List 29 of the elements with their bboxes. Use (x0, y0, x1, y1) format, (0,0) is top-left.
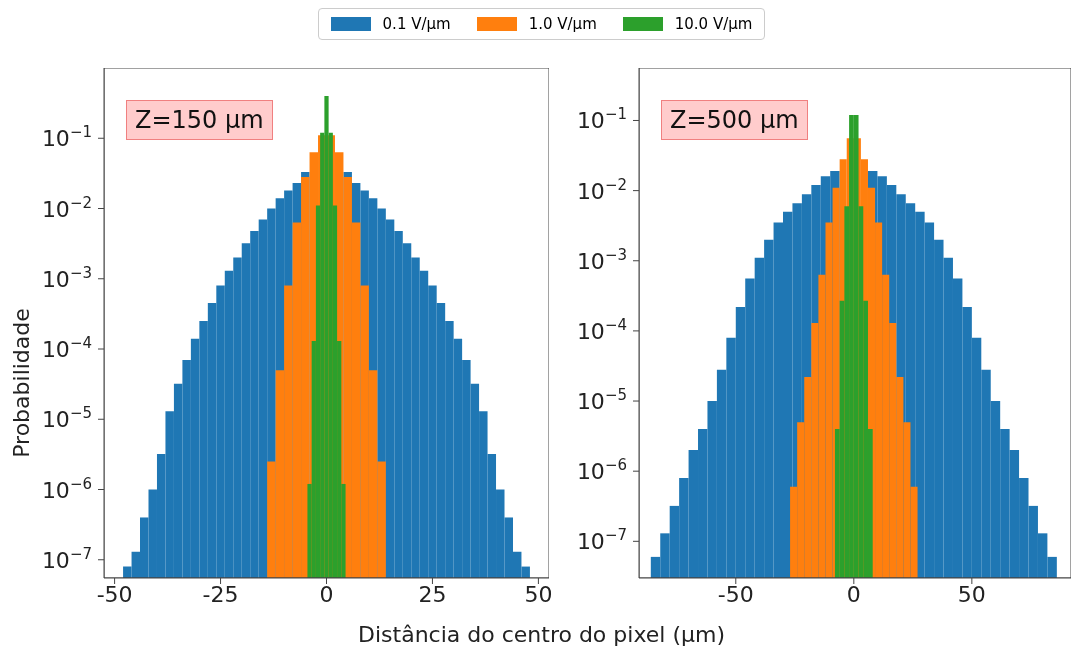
x-tick-label: -25 (202, 581, 239, 607)
x-tick-label: 50 (957, 581, 986, 607)
y-tick-label: 10$^{−4}$ (576, 315, 627, 344)
legend-label: 0.1 V/μm (382, 15, 451, 33)
y-tick-label: 10$^{−3}$ (576, 245, 627, 274)
y-tick-label: 10$^{−5}$ (41, 404, 92, 433)
x-tick-label: -50 (717, 581, 754, 607)
y-tick-label: 10$^{−4}$ (41, 334, 92, 363)
y-tick-label: 10$^{−7}$ (41, 544, 92, 573)
y-tick-label: 10$^{−1}$ (576, 105, 627, 134)
x-tick-label: 50 (524, 581, 553, 607)
y-axis-title: Probabilidade (8, 308, 34, 458)
annotation: Z=500 μm (661, 100, 808, 140)
x-tick-label: 25 (418, 581, 447, 607)
y-tick-label: 10$^{−6}$ (576, 456, 627, 485)
y-tick-label: 10$^{−1}$ (41, 123, 92, 152)
x-tick-label: 0 (319, 581, 334, 607)
legend-label: 1.0 V/μm (528, 15, 597, 33)
annotation: Z=150 μm (126, 100, 273, 140)
y-tick-label: 10$^{−2}$ (41, 193, 92, 222)
x-axis-title: Distância do centro do pixel (μm) (357, 622, 726, 647)
x-tick-label: -50 (96, 581, 133, 607)
x-tick-label: 0 (846, 581, 861, 607)
y-tick-label: 10$^{−3}$ (41, 263, 92, 292)
y-tick-label: 10$^{−2}$ (576, 175, 627, 204)
legend-label: 10.0 V/μm (674, 15, 753, 33)
y-tick-label: 10$^{−5}$ (576, 386, 627, 415)
y-tick-label: 10$^{−7}$ (576, 526, 627, 555)
y-tick-label: 10$^{−6}$ (41, 474, 92, 503)
